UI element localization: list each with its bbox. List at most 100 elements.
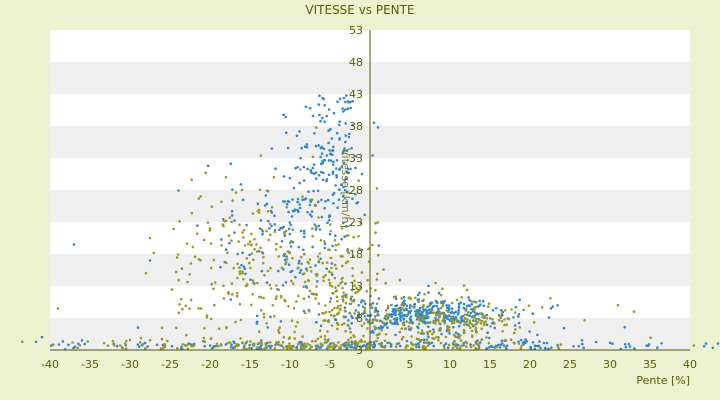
data-point (282, 113, 285, 117)
data-point (335, 344, 338, 347)
data-point (462, 319, 466, 323)
data-point (181, 343, 184, 346)
data-point (525, 340, 529, 343)
data-point (208, 229, 211, 232)
data-point (317, 103, 321, 106)
data-point (393, 321, 397, 324)
data-point (336, 100, 339, 103)
data-point (380, 320, 384, 324)
data-point (229, 298, 233, 301)
data-point (518, 298, 521, 302)
data-point (327, 129, 330, 132)
data-point (493, 322, 496, 325)
data-point (178, 303, 181, 306)
data-point (348, 302, 352, 306)
data-point (417, 338, 420, 341)
data-point (296, 200, 299, 204)
data-point (290, 279, 293, 283)
data-point (205, 314, 209, 317)
data-point (345, 293, 348, 297)
data-point (260, 228, 264, 232)
data-point (437, 316, 441, 319)
data-point (354, 344, 357, 347)
data-point (407, 310, 411, 313)
data-point (462, 284, 466, 288)
data-point (320, 343, 323, 347)
data-point (446, 317, 449, 321)
data-point (253, 247, 256, 251)
data-point (285, 346, 289, 350)
data-point (304, 105, 308, 109)
data-point (474, 319, 478, 323)
data-point (474, 340, 478, 344)
data-point (259, 154, 263, 157)
data-point (340, 280, 344, 284)
data-point (366, 327, 369, 330)
data-point (248, 261, 251, 265)
data-point (415, 309, 419, 313)
data-point (323, 338, 327, 341)
y-axis-title: Vitesse [km/h] (339, 148, 352, 228)
data-point (288, 232, 292, 236)
data-point (348, 132, 351, 136)
data-point (415, 344, 419, 348)
data-point (478, 341, 482, 344)
data-point (224, 175, 228, 179)
data-point (296, 321, 299, 324)
data-point (210, 347, 214, 350)
data-point (262, 255, 265, 259)
data-point (452, 333, 456, 337)
data-point (306, 260, 310, 264)
data-point (474, 326, 478, 330)
data-point (394, 333, 397, 337)
data-point (287, 263, 291, 266)
data-point (346, 167, 350, 171)
data-point (323, 341, 327, 344)
data-point (384, 309, 388, 312)
data-point (300, 342, 303, 346)
data-point (480, 319, 484, 323)
data-point (395, 307, 399, 311)
data-point (344, 329, 348, 333)
data-point (480, 338, 483, 342)
data-point (212, 287, 215, 291)
data-point (362, 322, 366, 325)
data-point (177, 278, 180, 282)
data-point (186, 347, 189, 351)
data-point (322, 97, 325, 101)
data-point (264, 342, 268, 345)
data-point (278, 228, 281, 232)
data-point (344, 261, 348, 265)
data-point (424, 314, 427, 318)
x-tick-label: 15 (483, 358, 497, 371)
data-point (212, 345, 216, 348)
data-point (67, 343, 70, 347)
data-point (390, 315, 394, 318)
data-point (375, 278, 379, 281)
data-point (301, 198, 304, 202)
data-point (357, 304, 361, 307)
data-point (443, 313, 446, 316)
data-point (206, 221, 210, 224)
x-tick-label: 0 (367, 358, 374, 371)
data-point (262, 296, 265, 300)
data-point (297, 294, 300, 298)
data-point (201, 339, 205, 343)
data-point (210, 282, 213, 286)
data-point (454, 315, 458, 319)
data-point (345, 149, 349, 152)
data-point (513, 324, 517, 327)
data-point (259, 219, 263, 222)
data-point (428, 304, 431, 307)
data-point (233, 231, 236, 234)
y-tick-label: 33 (349, 152, 363, 165)
data-point (292, 306, 296, 310)
data-point (324, 273, 327, 277)
data-point (377, 244, 381, 247)
data-point (336, 206, 339, 209)
data-point (280, 240, 284, 243)
data-point (395, 316, 399, 320)
data-point (310, 215, 313, 218)
data-point (463, 317, 467, 320)
data-point (447, 325, 451, 329)
